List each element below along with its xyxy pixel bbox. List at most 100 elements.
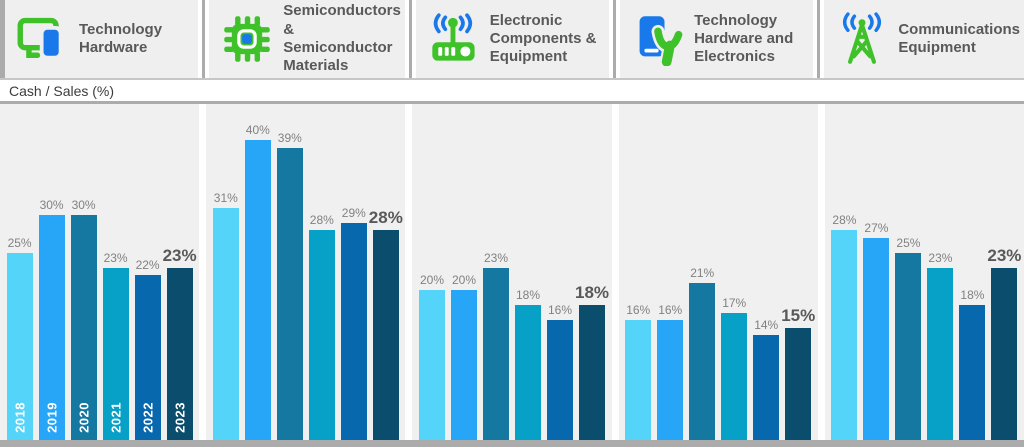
tab-technology-hardware-electronics[interactable]: Technology Hardware and Electronics [620, 0, 814, 78]
bar-2020: 2020 [70, 215, 97, 440]
bar-column: 16% [547, 104, 573, 440]
category-panel-4: 16% 16% 21% 17% 14% 15% [618, 104, 818, 440]
bar-value-label: 18% [515, 288, 541, 302]
bar-2021 [515, 305, 541, 440]
tab-label: Technology Hardware and Electronics [694, 11, 794, 66]
chart-title: Cash / Sales (%) [9, 82, 115, 99]
bar-2019 [244, 140, 271, 440]
bar-value-label: 20% [451, 273, 477, 287]
bar-value-label: 17% [722, 295, 747, 310]
router-antenna-icon [432, 13, 475, 61]
bar-column: 23% [987, 104, 1021, 440]
bar-2023 [372, 230, 399, 440]
bar-2019: 2019 [38, 215, 65, 440]
tab-semiconductors[interactable]: Semiconductors & Semiconductor Materials [209, 0, 405, 78]
bar-column: 27% [863, 104, 890, 440]
chart-bottom-border [0, 440, 1024, 447]
bar-value-label: 28% [368, 208, 403, 227]
bar-value-label: 31% [213, 190, 238, 205]
bar-year-label: 2022 [140, 402, 156, 433]
bar-column: 31% [212, 104, 239, 440]
bar-column: 15% [781, 104, 815, 440]
bar-2022: 2022 [134, 275, 161, 440]
bar-column: 14% [753, 104, 780, 440]
bar-column: 23% [927, 104, 954, 440]
bar-2023 [785, 327, 812, 440]
bar-column: 20% [451, 104, 477, 440]
bar-column: 30% 2020 [70, 104, 97, 440]
bar-year-label: 2018 [12, 402, 28, 433]
bar-2020 [895, 252, 922, 440]
bar-column: 18% [959, 104, 986, 440]
bar-value-label: 18% [574, 283, 610, 302]
bar-column: 29% [340, 104, 367, 440]
bar-2019 [863, 237, 890, 440]
bar-column: 20% [419, 104, 445, 440]
bar-2023 [579, 305, 605, 440]
bar-2020 [276, 147, 303, 440]
bar-column: 39% [276, 104, 303, 440]
bar-column: 30% 2019 [38, 104, 65, 440]
bar-value-label: 23% [103, 250, 128, 265]
category-panel-2: 31% 40% 39% 28% 29% 28% [206, 104, 406, 440]
bar-2023 [991, 267, 1018, 440]
bar-year-label: 2019 [44, 402, 60, 433]
bar-column: 28% [831, 104, 858, 440]
bar-2023: 2023 [166, 267, 193, 440]
chart-area: 25% 2018 30% 2019 30% 2020 23% 2021 22% 2022 23% 20… [0, 104, 1024, 440]
phone-hand-icon [639, 16, 685, 66]
bar-2018 [625, 320, 652, 440]
bar-value-label: 23% [483, 250, 509, 265]
signal-tower-icon [843, 12, 882, 64]
bar-value-label: 14% [754, 318, 779, 332]
tab-divider [408, 0, 412, 78]
category-panel-1: 25% 2018 30% 2019 30% 2020 23% 2021 22% 2022 23% 20… [0, 104, 200, 440]
bar-column: 18% [575, 104, 609, 440]
bar-2018 [831, 230, 858, 440]
bar-value-label: 16% [626, 303, 651, 317]
sector-tabs: Technology Hardware Semiconductors & Sem… [0, 0, 1024, 78]
bar-column: 28% [369, 104, 403, 440]
category-panel-3: 20% 20% 23% 18% 16% 18% [412, 104, 612, 440]
bar-value-label: 30% [39, 198, 64, 212]
tab-label: Electronic Components & Equipment [489, 11, 597, 66]
bar-2019 [657, 320, 684, 440]
bar-value-label: 30% [71, 198, 96, 212]
tab-divider [817, 0, 821, 78]
bar-column: 23% 2021 [102, 104, 129, 440]
bar-value-label: 39% [277, 130, 302, 145]
bar-value-label: 28% [309, 213, 334, 227]
bar-column: 21% [689, 104, 716, 440]
header-left-edge [0, 0, 5, 78]
tab-label: Communications Equipment [898, 20, 1021, 56]
bar-column: 40% [244, 104, 271, 440]
bar-2020 [689, 282, 716, 440]
bar-column: 25% [895, 104, 922, 440]
bar-value-label: 25% [7, 235, 32, 250]
bar-value-label: 16% [658, 303, 683, 317]
bar-2020 [483, 267, 509, 440]
bar-2021 [721, 312, 748, 440]
tab-divider [613, 0, 617, 78]
bar-value-label: 18% [960, 288, 985, 302]
category-panel-5: 28% 27% 25% 23% 18% 23% [824, 104, 1024, 440]
bar-value-label: 27% [864, 220, 889, 235]
tab-technology-hardware[interactable]: Technology Hardware [5, 0, 199, 78]
bar-column: 16% [625, 104, 652, 440]
bar-value-label: 16% [547, 303, 573, 317]
bar-2018: 2018 [6, 252, 33, 440]
bar-value-label: 20% [419, 273, 445, 287]
bar-value-label: 23% [987, 245, 1022, 265]
bar-value-label: 25% [896, 235, 921, 250]
bar-value-label: 40% [245, 123, 270, 137]
bar-2021 [308, 230, 335, 440]
bar-2022 [547, 320, 573, 440]
tab-electronic-components[interactable]: Electronic Components & Equipment [415, 0, 610, 78]
bar-value-label: 28% [832, 213, 857, 227]
bar-value-label: 15% [781, 305, 816, 325]
bar-year-label: 2023 [172, 402, 188, 433]
chart-title-bar: Cash / Sales (%) [0, 78, 1024, 104]
bar-2021 [927, 267, 954, 440]
tab-communications-equipment[interactable]: Communications Equipment [824, 0, 1024, 78]
